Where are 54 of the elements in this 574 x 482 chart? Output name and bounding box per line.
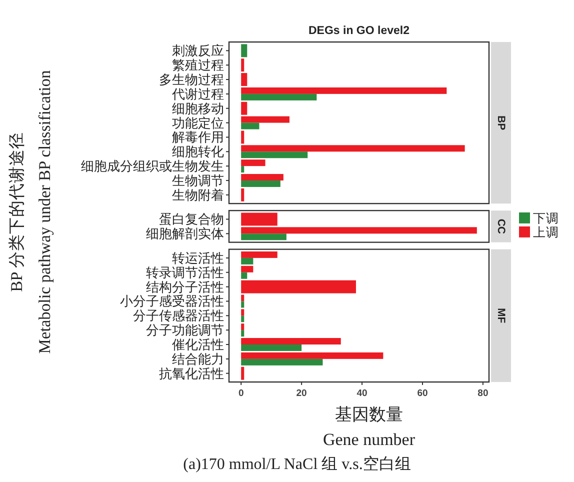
y-tick-label: 细胞移动 (172, 100, 224, 116)
y-tick-label: 解毒作用 (172, 130, 224, 145)
x-tick-label: 20 (296, 388, 307, 399)
legend-label: 下调 (533, 211, 559, 226)
text: CC (495, 218, 507, 234)
y-tick-label: 繁殖过程 (172, 58, 224, 73)
text: BP (495, 115, 507, 130)
y-tick-label: 细胞成分组织或生物发生 (81, 158, 224, 174)
bar (241, 338, 341, 344)
bar (241, 251, 278, 258)
bar (241, 94, 317, 100)
y-tick-label: 小分子感受器活性 (120, 294, 224, 309)
x-tick-label: 0 (238, 388, 244, 399)
bar (241, 344, 302, 351)
bar (241, 352, 384, 359)
x-tick-label: 60 (417, 388, 428, 399)
bar (241, 122, 260, 130)
y-tick-label: 结合能力 (172, 351, 224, 366)
y-axis-title: BP 分类下的代谢途径 Metabolic pathway under BP classification (7, 70, 54, 354)
bar (241, 324, 244, 330)
bar (241, 316, 244, 322)
text: (a)170 mmol/L NaCl 组 v.s.空白组 (183, 455, 411, 473)
x-axis-title: 基因数量 Gene number (322, 405, 416, 449)
y-tick-label: 抗氧化活性 (159, 366, 224, 381)
bar (241, 330, 244, 337)
bar (241, 258, 254, 264)
y-tick-label: 结构分子活性 (146, 279, 224, 294)
y-tick-label: 蛋白复合物 (159, 212, 224, 227)
y-tick-label: 细胞转化 (172, 144, 224, 160)
y-tick-label: 转录调节活性 (146, 264, 224, 280)
bar (241, 272, 248, 279)
y-tick-label: 分子传感器活性 (133, 308, 224, 324)
y-tick-label: 细胞解剖实体 (146, 226, 224, 242)
y-tick-label: 转运活性 (172, 250, 224, 266)
bar (241, 166, 244, 173)
y-tick-label: 分子功能调节 (146, 322, 224, 338)
bar (241, 266, 254, 272)
x-tick-label: 40 (356, 388, 368, 399)
bar (241, 309, 244, 316)
x-tick-label: 80 (478, 388, 488, 399)
chart-title: DEGs in GO level2 (308, 25, 410, 37)
y-tick-label: 生物调节 (172, 172, 224, 188)
bar (241, 301, 244, 308)
text: MF (495, 308, 507, 324)
bar (241, 358, 323, 366)
y-tick-label: 催化活性 (172, 336, 224, 352)
bar (241, 180, 280, 187)
y-tick-label: 多生物过程 (159, 72, 224, 88)
y-tick-label: 刺激反应 (172, 43, 224, 58)
bar (241, 152, 308, 158)
y-tick-label: 功能定位 (172, 115, 224, 130)
legend-label: 上调 (533, 225, 559, 240)
y-tick-label: 生物附着 (172, 187, 224, 202)
y-tick-label: 代谢过程 (171, 86, 224, 102)
